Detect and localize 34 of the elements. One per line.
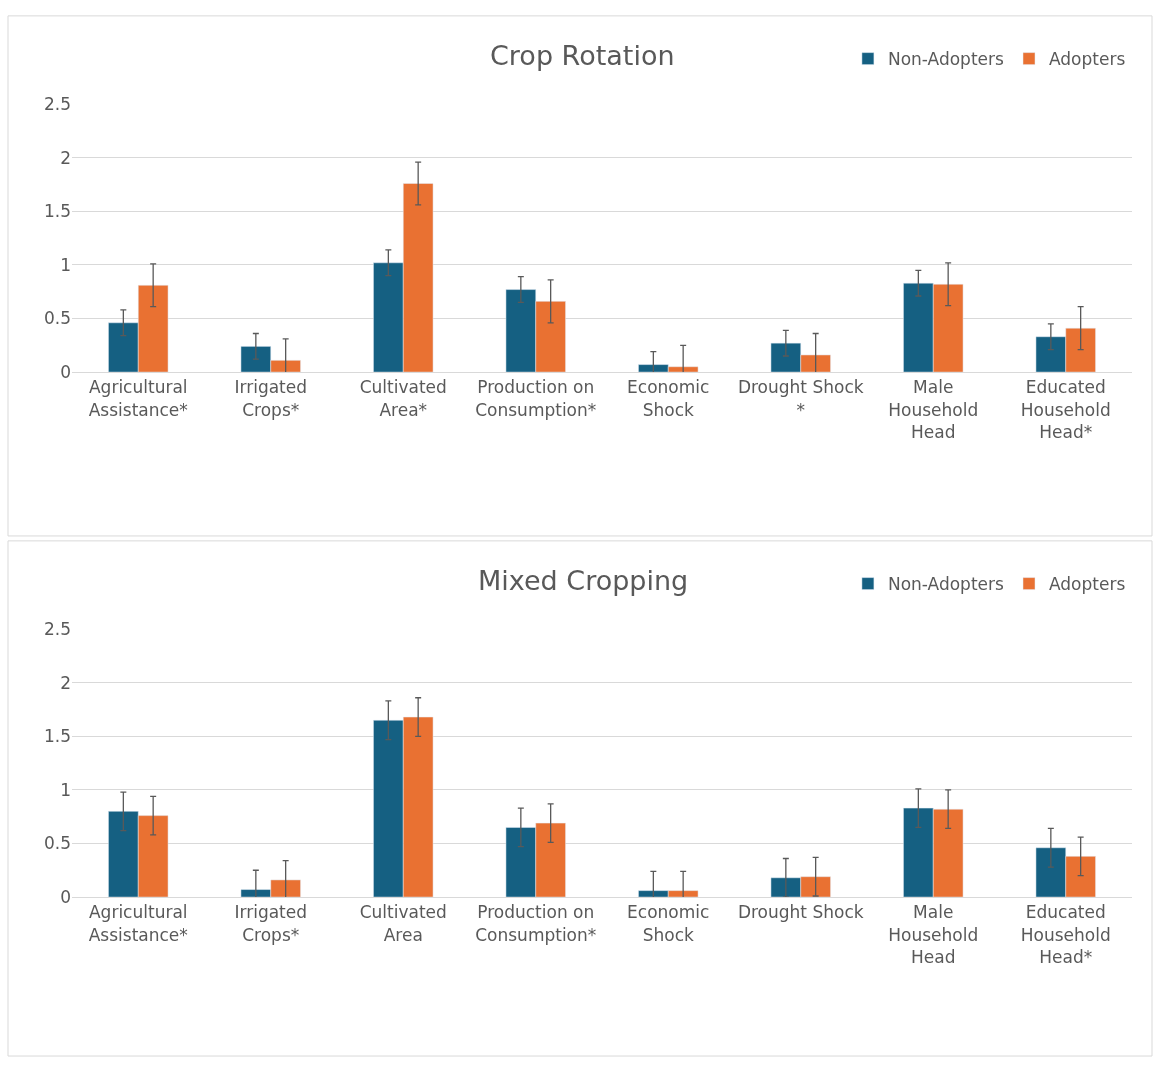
x-tick-label: Irrigated Crops*	[234, 377, 308, 420]
legend-label: Non-Adopters	[887, 574, 1004, 595]
x-tick-label: Male Household Head	[888, 902, 979, 967]
x-tick-label: Cultivated Area	[359, 902, 447, 945]
x-tick-label: Agricultural Assistance*	[88, 377, 188, 420]
y-tick-label: 1	[60, 779, 71, 800]
y-tick-label: 0	[60, 362, 71, 383]
y-tick-label: 2	[60, 672, 71, 693]
y-tick-label: 1.5	[43, 201, 71, 222]
y-tick-label: 0	[60, 887, 71, 907]
x-tick-label: Male Household Head	[888, 377, 979, 442]
y-tick-label: 2.5	[43, 94, 71, 115]
x-tick-label: Agricultural Assistance*	[88, 902, 188, 945]
y-tick-label: 1.5	[43, 726, 71, 747]
y-tick-label: 2	[60, 147, 71, 168]
legend-label: Adopters	[1049, 574, 1126, 595]
x-tick-label: Irrigated Crops*	[234, 902, 308, 945]
y-tick-label: 0.5	[43, 308, 71, 329]
x-tick-label: Cultivated Area*	[359, 377, 447, 420]
chart-title: Mixed Cropping	[478, 565, 689, 596]
x-tick-label: Drought Shock *	[737, 377, 864, 420]
x-tick-label: Economic Shock	[627, 377, 710, 420]
y-tick-label: 0.5	[43, 833, 71, 854]
x-tick-label: Production on Consumption*	[475, 902, 597, 945]
chart-title: Crop Rotation	[490, 40, 675, 71]
x-tick-label: Drought Shock	[737, 902, 864, 923]
x-tick-label: Educated Household Head*	[1020, 902, 1111, 967]
x-tick-label: Educated Household Head*	[1020, 377, 1111, 442]
y-tick-label: 1	[60, 254, 71, 275]
y-tick-label: 2.5	[43, 619, 71, 640]
x-tick-label: Production on Consumption*	[475, 377, 597, 420]
x-tick-label: Economic Shock	[627, 902, 710, 945]
legend-label: Non-Adopters	[887, 49, 1004, 70]
legend-label: Adopters	[1049, 49, 1126, 70]
